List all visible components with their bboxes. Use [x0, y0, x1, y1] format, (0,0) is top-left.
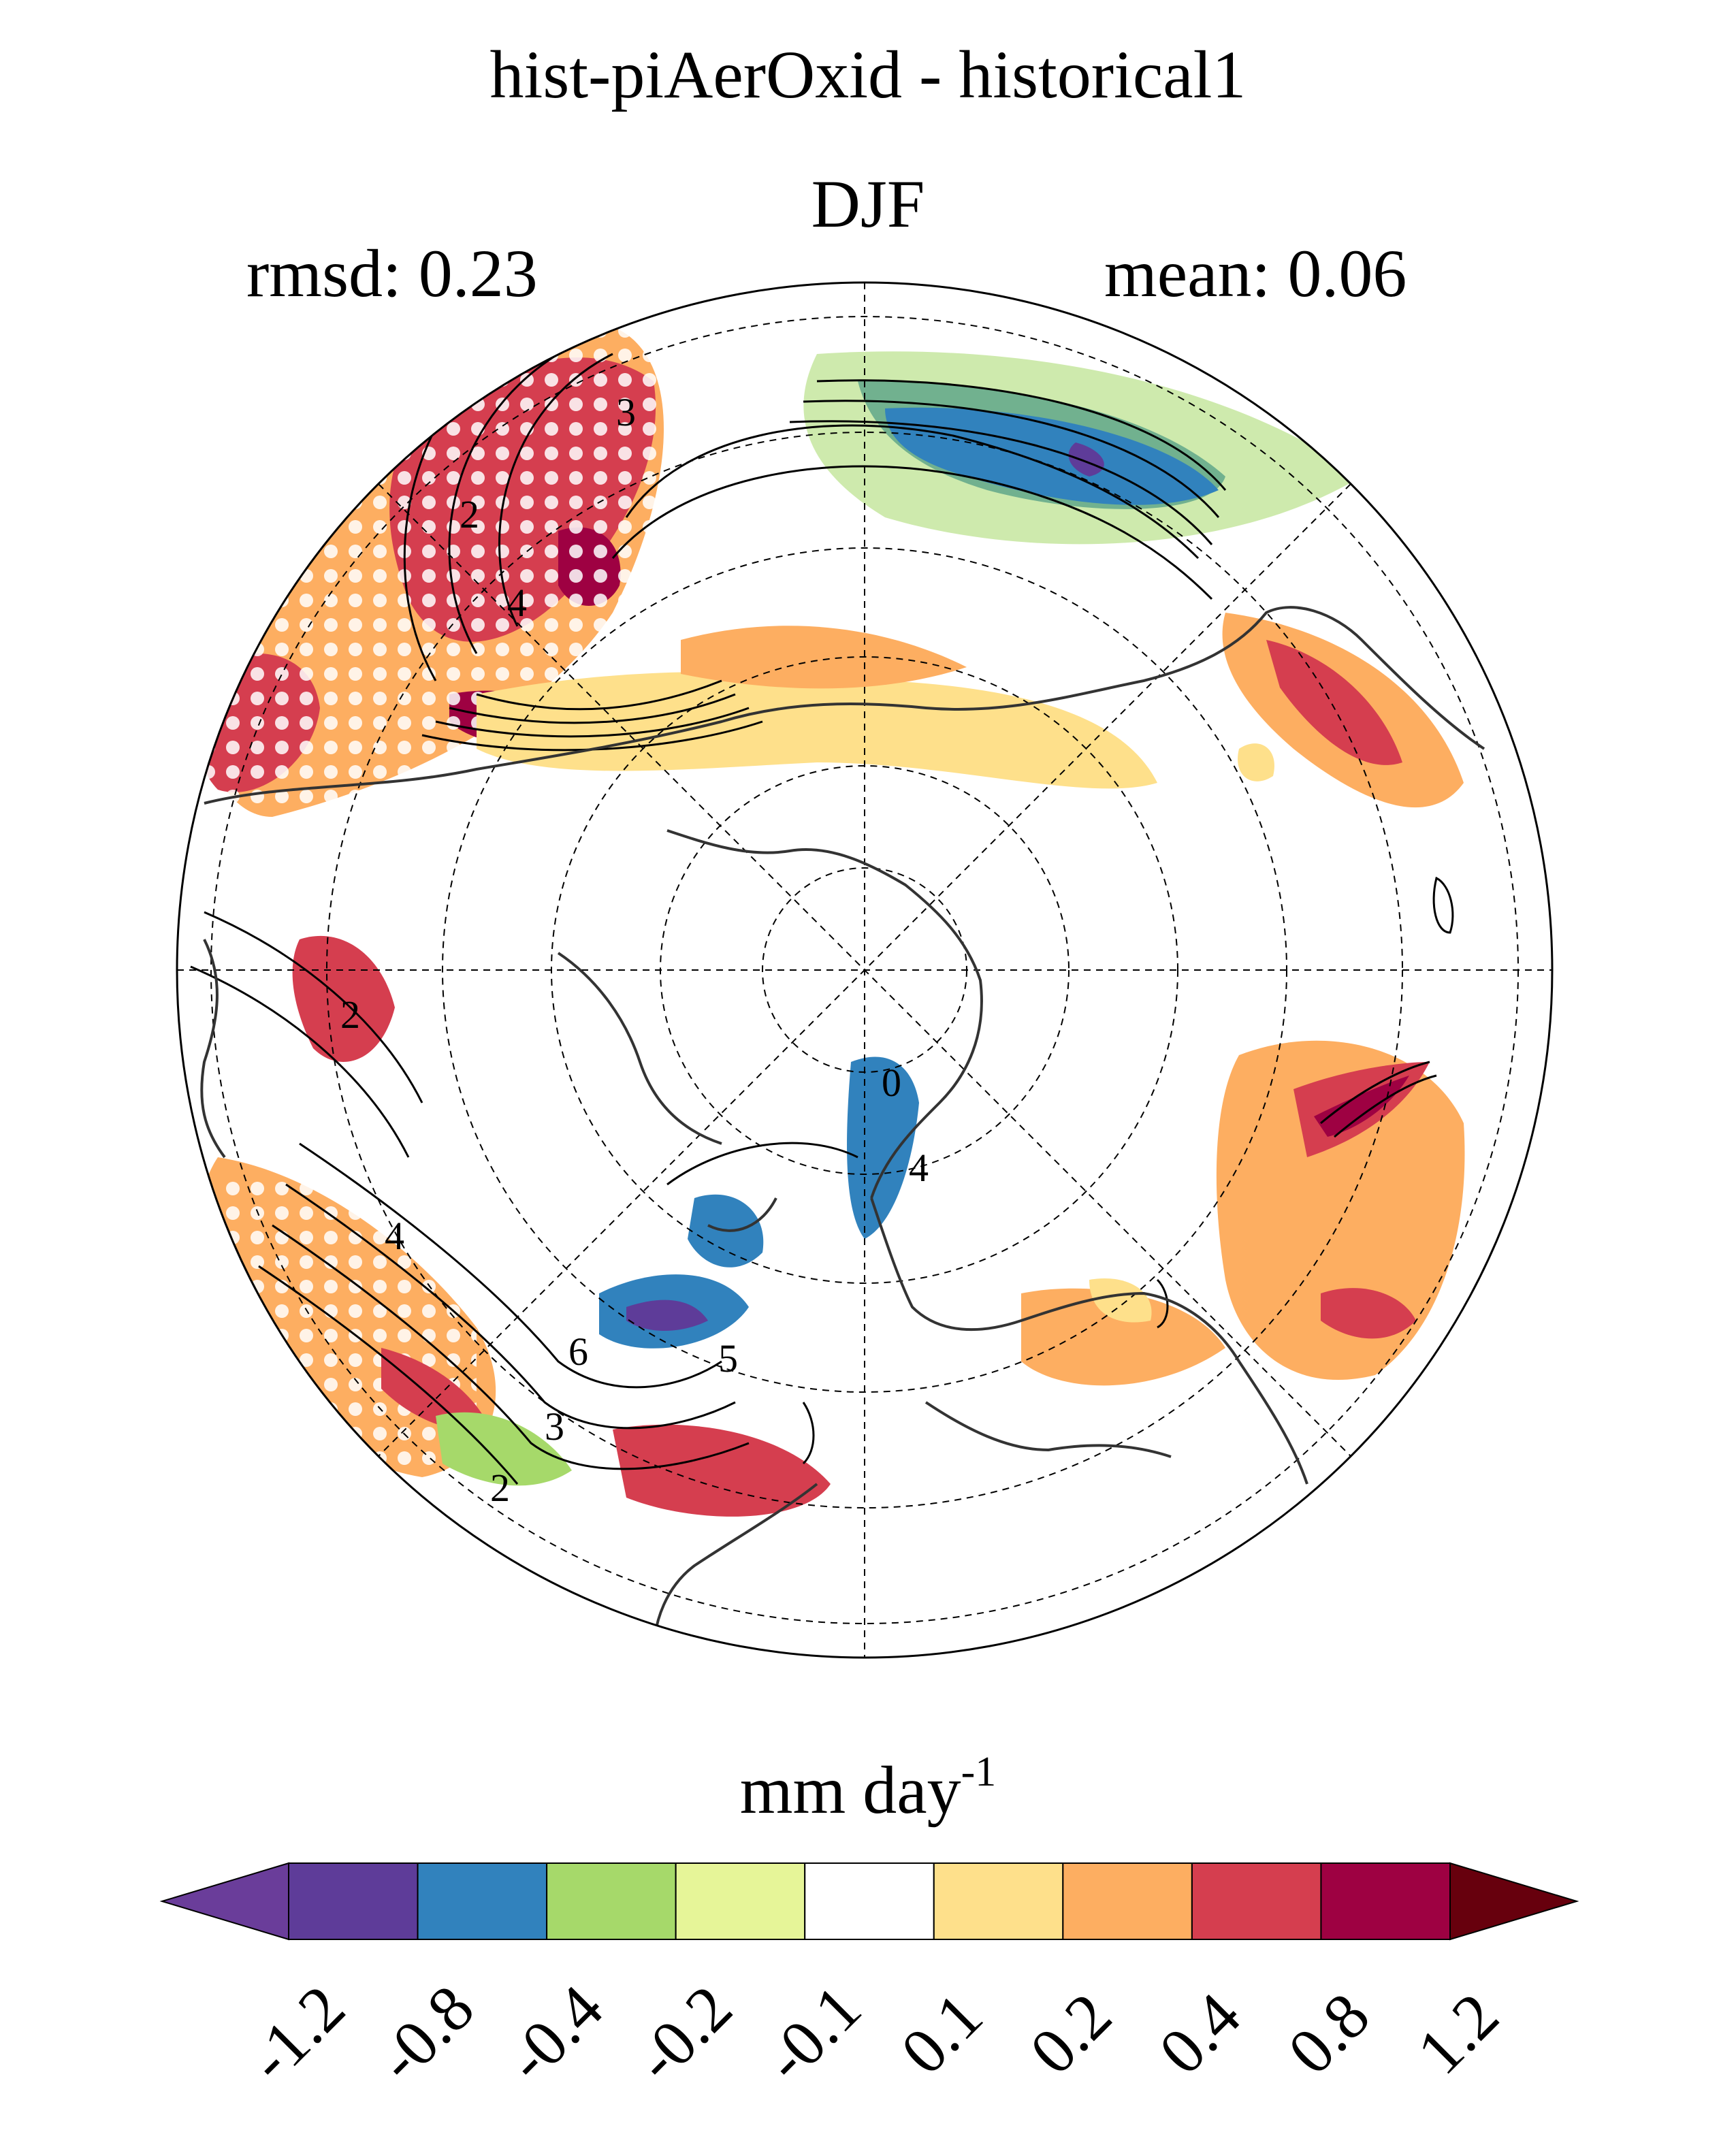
asia-band — [477, 351, 1362, 789]
chart-title: hist-piAerOxid - historical1 — [489, 37, 1247, 112]
polar-map — [177, 283, 1552, 1658]
colorbar-tick-label: -0.8 — [363, 1971, 487, 2095]
colorbar-tick-label: -0.2 — [621, 1971, 745, 2095]
contour-label: 0 — [882, 1061, 901, 1105]
graticule — [177, 283, 1552, 1658]
map-border — [176, 281, 1554, 1659]
colorbar-box — [933, 1862, 1064, 1940]
contour-label: 4 — [385, 1214, 404, 1258]
units-main: mm day — [739, 1752, 961, 1828]
colorbar-tick-label: 0.1 — [887, 1979, 997, 2088]
contour-label: 3 — [616, 390, 636, 434]
mean-label: mean: 0.06 — [1104, 236, 1407, 311]
contour-labels: 3 2 4 2 4 6 5 3 2 0 4 — [340, 390, 929, 1510]
colorbar-box — [288, 1862, 419, 1940]
contour-label: 5 — [718, 1336, 738, 1381]
colorbar-box — [1191, 1862, 1322, 1940]
season-label: DJF — [811, 166, 925, 242]
colorbar-boxes — [288, 1862, 1451, 1940]
colorbar-tick-label: 1.2 — [1403, 1979, 1513, 2088]
contour-label: 2 — [490, 1466, 510, 1510]
colorbar-tick-label: 0.4 — [1145, 1979, 1255, 2088]
contour-label: 4 — [909, 1146, 929, 1190]
contour-label: 3 — [545, 1404, 564, 1449]
colorbar-box — [804, 1862, 935, 1940]
colorbar-box — [417, 1862, 548, 1940]
colorbar-box — [675, 1862, 806, 1940]
units-exponent: -1 — [961, 1749, 997, 1795]
contour-label: 2 — [340, 993, 360, 1037]
coastlines — [200, 606, 1485, 1655]
colorbar-box — [1062, 1862, 1193, 1940]
east-asia-anomaly — [1222, 613, 1464, 808]
colorbar-box — [546, 1862, 677, 1940]
rmsd-label: rmsd: 0.23 — [246, 236, 538, 311]
colorbar: -1.2 -0.8 -0.4 -0.2 -0.1 0.1 0.2 0.4 0.8 1.2 — [159, 1862, 1579, 2096]
colorbar-tick-labels: -1.2 -0.8 -0.4 -0.2 -0.1 0.1 0.2 0.4 0.8 1.2 — [234, 1971, 1512, 2095]
colorbar-tick-label: 0.2 — [1016, 1979, 1125, 2088]
contour-label: 4 — [507, 581, 527, 625]
colorbar-under-triangle — [159, 1862, 289, 1941]
colorbar-tick-label: 0.8 — [1274, 1979, 1383, 2088]
colorbar-tick-label: -0.1 — [750, 1971, 875, 2095]
colorbar-tick-label: -1.2 — [234, 1971, 358, 2095]
colorbar-box — [1320, 1862, 1451, 1940]
contour-lines — [190, 339, 1454, 1485]
colorbar-units: mm day-1 — [0, 1751, 1736, 1824]
colorbar-over-triangle — [1449, 1862, 1579, 1941]
europe-anomaly — [1021, 1040, 1465, 1386]
colorbar-tick-label: -0.4 — [492, 1971, 617, 2095]
contour-label: 2 — [460, 492, 479, 536]
contour-label: 6 — [568, 1329, 588, 1374]
